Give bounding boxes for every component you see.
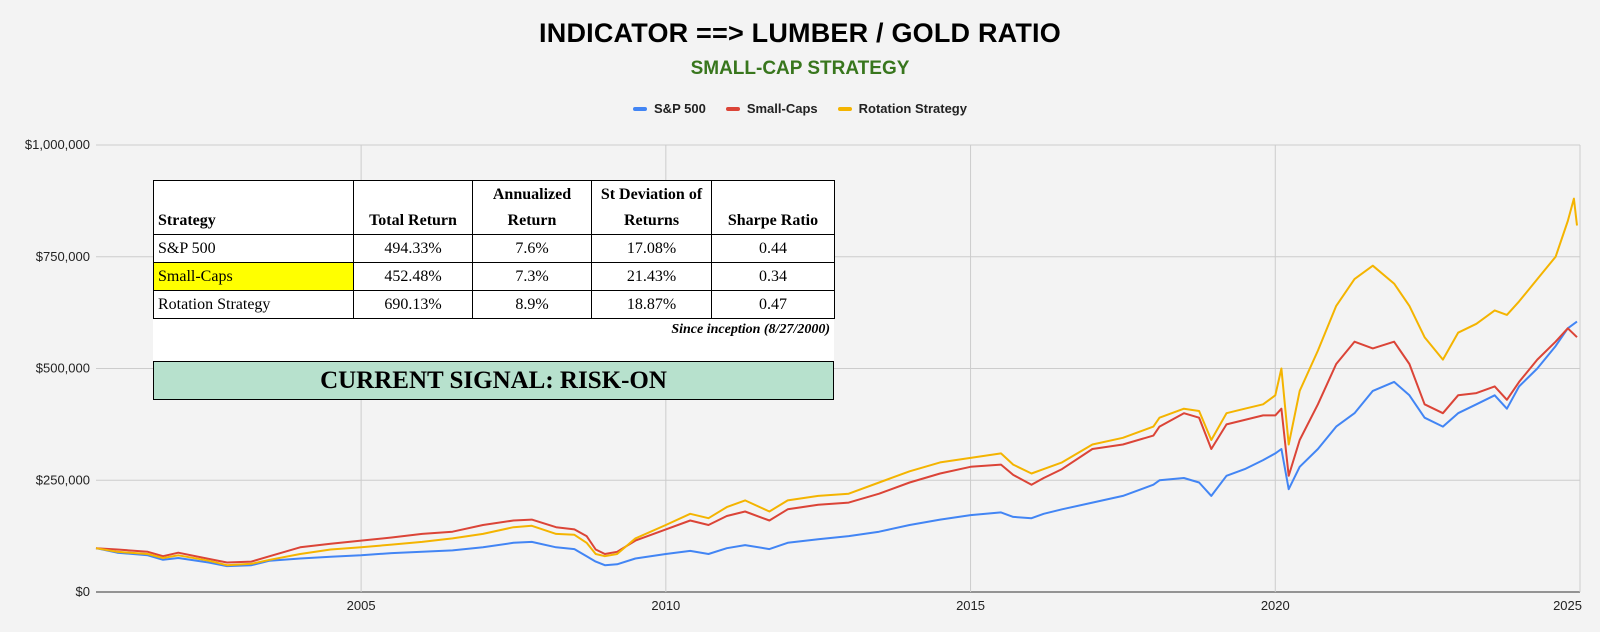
chart-subtitle: SMALL-CAP STRATEGY: [690, 58, 910, 79]
legend-swatch-sp500: [633, 106, 648, 111]
chart-axes: $0 $250,000 $500,000 $750,000 $1,000,000 2005…: [25, 137, 1582, 613]
y-tick-label: $500,000: [36, 361, 90, 376]
legend-label-rotation-strategy: Rotation Strategy: [858, 101, 967, 116]
cell-total-return: 452.48%: [353, 262, 473, 291]
chart-title: INDICATOR ==> LUMBER / GOLD RATIO: [539, 18, 1061, 48]
x-tick-label: 2015: [956, 598, 985, 613]
x-tick-label: 2005: [347, 598, 376, 613]
x-tick-label: 2020: [1261, 598, 1290, 613]
chart-series: [95, 197, 1578, 568]
y-tick-label: $0: [76, 584, 90, 599]
cell-strategy: Small-Caps: [153, 262, 354, 291]
legend-label-sp500: S&P 500: [654, 101, 706, 116]
y-tick-label: $1,000,000: [25, 137, 90, 152]
header-strategy: Strategy: [153, 180, 354, 235]
current-signal-banner: CURRENT SIGNAL: RISK-ON: [153, 361, 834, 400]
series-line-small-caps: [95, 327, 1578, 564]
header-annualized-return: Annualized Return: [472, 180, 592, 235]
cell-st-deviation: 21.43%: [591, 262, 712, 291]
stats-header-row: Strategy Total Return Annualized Return …: [153, 180, 835, 235]
stats-table: Strategy Total Return Annualized Return …: [153, 180, 835, 319]
x-tick-label: 2025: [1553, 598, 1582, 613]
legend-swatch-rotation-strategy: [837, 106, 852, 111]
cell-st-deviation: 17.08%: [591, 234, 712, 263]
y-tick-label: $250,000: [36, 472, 90, 487]
legend-item-rotation-strategy[interactable]: Rotation Strategy: [837, 101, 967, 116]
header-sharpe-ratio: Sharpe Ratio: [711, 180, 835, 235]
cell-st-deviation: 18.87%: [591, 290, 712, 319]
y-tick-label: $750,000: [36, 249, 90, 264]
legend-label-small-caps: Small-Caps: [746, 101, 818, 116]
series-line-rotation-strategy: [95, 197, 1578, 567]
table-row: S&P 500 494.33% 7.6% 17.08% 0.44: [153, 234, 835, 263]
cell-strategy: S&P 500: [153, 234, 354, 263]
stats-panel: Strategy Total Return Annualized Return …: [153, 180, 835, 400]
header-total-return: Total Return: [353, 180, 473, 235]
legend-swatch-small-caps: [725, 106, 740, 111]
cell-total-return: 494.33%: [353, 234, 473, 263]
series-line-sp500: [95, 320, 1578, 568]
since-inception-note: Since inception (8/27/2000): [153, 319, 834, 361]
cell-annualized-return: 7.3%: [472, 262, 592, 291]
legend-item-small-caps[interactable]: Small-Caps: [725, 101, 818, 116]
x-tick-label: 2010: [651, 598, 680, 613]
cell-sharpe-ratio: 0.47: [711, 290, 835, 319]
legend-item-sp500[interactable]: S&P 500: [633, 101, 706, 116]
table-row: Rotation Strategy 690.13% 8.9% 18.87% 0.…: [153, 290, 835, 319]
cell-sharpe-ratio: 0.44: [711, 234, 835, 263]
cell-strategy: Rotation Strategy: [153, 290, 354, 319]
cell-annualized-return: 7.6%: [472, 234, 592, 263]
cell-annualized-return: 8.9%: [472, 290, 592, 319]
cell-sharpe-ratio: 0.34: [711, 262, 835, 291]
cell-total-return: 690.13%: [353, 290, 473, 319]
table-row: Small-Caps 452.48% 7.3% 21.43% 0.34: [153, 262, 835, 291]
header-st-deviation: St Deviation of Returns: [591, 180, 712, 235]
legend: S&P 500 Small-Caps Rotation Strategy: [0, 101, 1600, 116]
